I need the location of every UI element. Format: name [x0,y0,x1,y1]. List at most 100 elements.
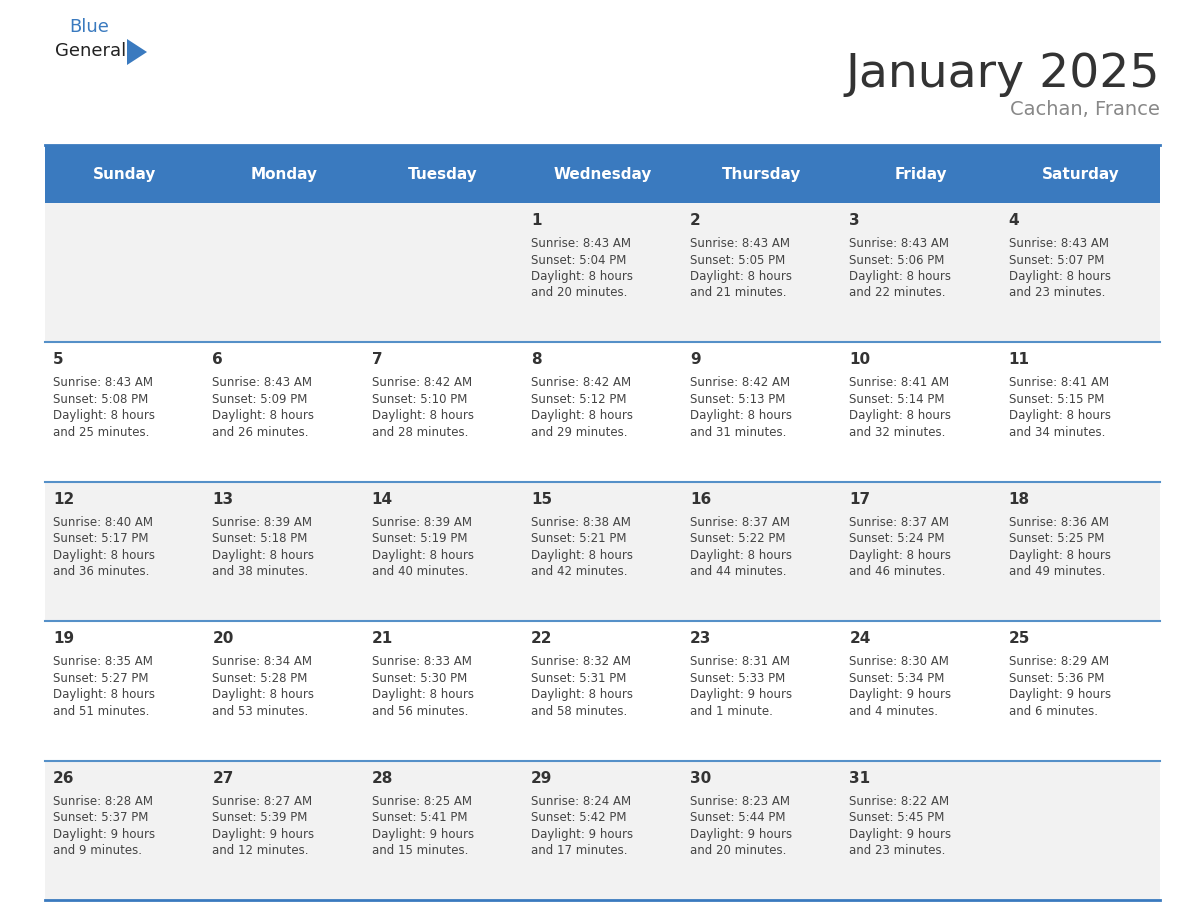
Text: and 15 minutes.: and 15 minutes. [372,844,468,857]
Text: 17: 17 [849,492,871,507]
Text: Daylight: 8 hours: Daylight: 8 hours [213,688,315,701]
Text: Sunrise: 8:35 AM: Sunrise: 8:35 AM [53,655,153,668]
Text: and 44 minutes.: and 44 minutes. [690,565,786,578]
Text: and 1 minute.: and 1 minute. [690,705,773,718]
Text: and 20 minutes.: and 20 minutes. [531,286,627,299]
Text: Sunset: 5:44 PM: Sunset: 5:44 PM [690,812,785,824]
Text: Sunrise: 8:43 AM: Sunrise: 8:43 AM [849,237,949,250]
Text: Sunset: 5:18 PM: Sunset: 5:18 PM [213,532,308,545]
Text: Daylight: 9 hours: Daylight: 9 hours [372,828,474,841]
Text: Daylight: 9 hours: Daylight: 9 hours [53,828,156,841]
Text: 3: 3 [849,213,860,228]
Bar [364,342,523,482]
Bar [364,203,523,342]
Text: 10: 10 [849,353,871,367]
Text: and 28 minutes.: and 28 minutes. [372,426,468,439]
Text: Sunrise: 8:22 AM: Sunrise: 8:22 AM [849,795,949,808]
Text: Daylight: 9 hours: Daylight: 9 hours [213,828,315,841]
Text: Daylight: 8 hours: Daylight: 8 hours [531,270,633,283]
Text: Sunset: 5:21 PM: Sunset: 5:21 PM [531,532,626,545]
Text: Sunset: 5:06 PM: Sunset: 5:06 PM [849,253,944,266]
Text: and 26 minutes.: and 26 minutes. [213,426,309,439]
Bar [523,761,682,900]
Text: Sunset: 5:39 PM: Sunset: 5:39 PM [213,812,308,824]
Text: Sunset: 5:31 PM: Sunset: 5:31 PM [531,672,626,685]
Text: and 49 minutes.: and 49 minutes. [1009,565,1105,578]
Text: Daylight: 8 hours: Daylight: 8 hours [372,549,474,562]
Text: Sunrise: 8:42 AM: Sunrise: 8:42 AM [372,376,472,389]
Text: Sunset: 5:22 PM: Sunset: 5:22 PM [690,532,785,545]
Text: and 22 minutes.: and 22 minutes. [849,286,946,299]
Text: Sunset: 5:30 PM: Sunset: 5:30 PM [372,672,467,685]
Text: Sunrise: 8:43 AM: Sunrise: 8:43 AM [1009,237,1108,250]
Bar [45,145,204,203]
Text: Daylight: 8 hours: Daylight: 8 hours [531,549,633,562]
Text: Wednesday: Wednesday [554,166,652,182]
Bar [204,145,364,203]
Text: 23: 23 [690,632,712,646]
Text: and 42 minutes.: and 42 minutes. [531,565,627,578]
Text: Sunrise: 8:33 AM: Sunrise: 8:33 AM [372,655,472,668]
Bar [1000,145,1159,203]
Text: Sunrise: 8:36 AM: Sunrise: 8:36 AM [1009,516,1108,529]
Text: Daylight: 8 hours: Daylight: 8 hours [531,409,633,422]
Text: Sunrise: 8:39 AM: Sunrise: 8:39 AM [372,516,472,529]
Bar [1000,342,1159,482]
Bar [45,761,204,900]
Bar [682,203,841,342]
Bar [364,482,523,621]
Text: Daylight: 8 hours: Daylight: 8 hours [53,409,154,422]
Text: and 32 minutes.: and 32 minutes. [849,426,946,439]
Bar [682,761,841,900]
Text: Sunset: 5:04 PM: Sunset: 5:04 PM [531,253,626,266]
Text: 14: 14 [372,492,393,507]
Text: Sunset: 5:12 PM: Sunset: 5:12 PM [531,393,626,406]
Text: 31: 31 [849,770,871,786]
Bar [204,482,364,621]
Text: 24: 24 [849,632,871,646]
Text: 28: 28 [372,770,393,786]
Text: Sunrise: 8:34 AM: Sunrise: 8:34 AM [213,655,312,668]
Text: Daylight: 8 hours: Daylight: 8 hours [690,549,792,562]
Bar [204,203,364,342]
Text: Daylight: 8 hours: Daylight: 8 hours [690,270,792,283]
Bar [841,145,1000,203]
Text: Sunrise: 8:43 AM: Sunrise: 8:43 AM [531,237,631,250]
Text: Sunset: 5:07 PM: Sunset: 5:07 PM [1009,253,1104,266]
Text: and 38 minutes.: and 38 minutes. [213,565,309,578]
Text: and 29 minutes.: and 29 minutes. [531,426,627,439]
Bar [841,761,1000,900]
Text: and 9 minutes.: and 9 minutes. [53,844,143,857]
Text: and 23 minutes.: and 23 minutes. [849,844,946,857]
Text: Sunrise: 8:37 AM: Sunrise: 8:37 AM [849,516,949,529]
Text: Sunday: Sunday [93,166,157,182]
Text: Sunset: 5:33 PM: Sunset: 5:33 PM [690,672,785,685]
Text: 7: 7 [372,353,383,367]
Text: Daylight: 8 hours: Daylight: 8 hours [1009,409,1111,422]
Text: Sunset: 5:24 PM: Sunset: 5:24 PM [849,532,944,545]
Text: Daylight: 8 hours: Daylight: 8 hours [1009,270,1111,283]
Text: Sunrise: 8:24 AM: Sunrise: 8:24 AM [531,795,631,808]
Text: Sunset: 5:42 PM: Sunset: 5:42 PM [531,812,626,824]
Text: 27: 27 [213,770,234,786]
Bar [1000,761,1159,900]
Text: Sunrise: 8:29 AM: Sunrise: 8:29 AM [1009,655,1108,668]
Bar [841,342,1000,482]
Text: Sunrise: 8:43 AM: Sunrise: 8:43 AM [690,237,790,250]
Text: Sunset: 5:14 PM: Sunset: 5:14 PM [849,393,944,406]
Bar [841,203,1000,342]
Text: 1: 1 [531,213,542,228]
Text: Sunset: 5:37 PM: Sunset: 5:37 PM [53,812,148,824]
Text: Daylight: 8 hours: Daylight: 8 hours [690,409,792,422]
Text: Daylight: 8 hours: Daylight: 8 hours [849,409,952,422]
Text: Daylight: 9 hours: Daylight: 9 hours [690,828,792,841]
Bar [364,145,523,203]
Text: Daylight: 8 hours: Daylight: 8 hours [849,549,952,562]
Text: and 56 minutes.: and 56 minutes. [372,705,468,718]
Text: Daylight: 8 hours: Daylight: 8 hours [372,688,474,701]
Text: Sunset: 5:34 PM: Sunset: 5:34 PM [849,672,944,685]
Text: Sunrise: 8:42 AM: Sunrise: 8:42 AM [690,376,790,389]
Text: and 34 minutes.: and 34 minutes. [1009,426,1105,439]
Text: and 51 minutes.: and 51 minutes. [53,705,150,718]
Text: and 58 minutes.: and 58 minutes. [531,705,627,718]
